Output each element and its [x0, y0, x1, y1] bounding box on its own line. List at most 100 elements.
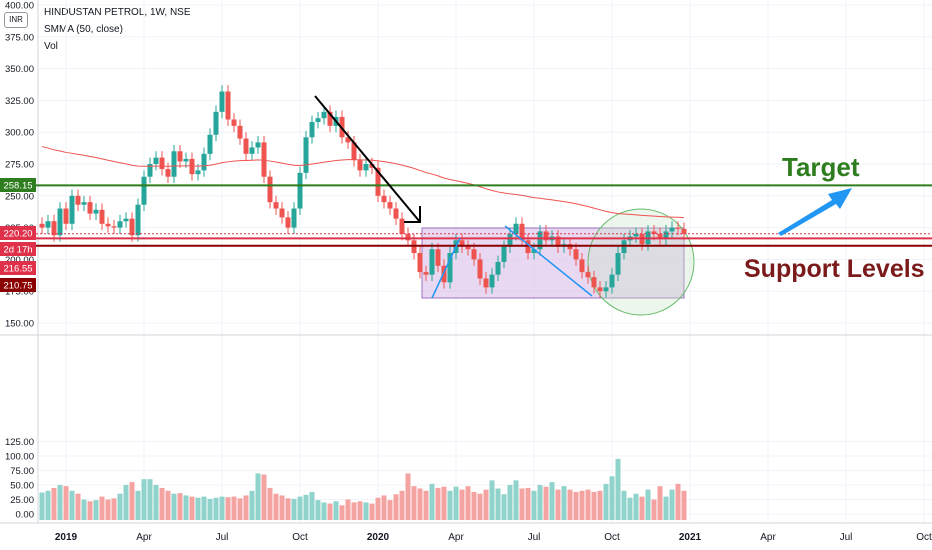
volume-bar: [357, 501, 363, 520]
x-tick-label: Apr: [448, 532, 464, 543]
volume-bar: [273, 493, 279, 520]
volume-bar: [81, 499, 87, 520]
price-tag: [0, 226, 36, 240]
x-tick-label: Jul: [216, 532, 229, 543]
volume-bar: [663, 496, 669, 520]
candle-body: [585, 272, 591, 278]
volume-bar: [195, 497, 201, 520]
currency-badge[interactable]: INR: [4, 12, 28, 28]
volume-bar: [243, 495, 249, 520]
volume-bar: [423, 490, 429, 520]
volume-bar: [633, 493, 639, 520]
candle-body: [231, 119, 237, 126]
x-tick-label: Jul: [840, 532, 853, 543]
price-tick-label: 150.00: [5, 319, 34, 330]
candle-body: [39, 223, 45, 228]
volume-bar: [513, 480, 519, 520]
candle-body: [51, 221, 57, 236]
levels: [0, 184, 932, 247]
overlays: [421, 208, 695, 316]
candle-body: [603, 287, 609, 292]
volume-bar: [549, 482, 555, 520]
volume-bar: [111, 498, 117, 520]
candle-body: [255, 142, 261, 148]
annotations: Target Support Levels: [314, 95, 925, 299]
volume-bar: [267, 487, 273, 520]
candle-body: [81, 202, 87, 205]
candle-body: [591, 277, 597, 288]
volume-bar: [489, 480, 495, 520]
volume-bar: [501, 494, 507, 520]
candle-body: [363, 164, 369, 171]
candle-body: [135, 204, 141, 236]
volume-bar: [285, 498, 291, 520]
volume-bar: [309, 491, 315, 520]
x-tick-label: Oct: [292, 532, 308, 543]
candle-body: [201, 153, 207, 171]
volume-bar: [255, 473, 261, 520]
candle-body: [507, 233, 513, 247]
price-tick-label: 275.00: [5, 160, 34, 171]
volume-bar: [225, 497, 231, 520]
volume-bar: [315, 500, 321, 520]
price-tick-label: 350.00: [5, 64, 34, 75]
price-tag: [0, 278, 36, 292]
volume-bar: [141, 479, 147, 520]
candle-body: [459, 240, 465, 247]
candle-body: [315, 118, 321, 123]
candle-body: [657, 233, 663, 240]
volume-bar: [189, 496, 195, 520]
volume-bar: [51, 487, 57, 520]
candle-body: [399, 218, 405, 234]
candle-body: [435, 249, 441, 266]
volume-bar: [645, 489, 651, 520]
candle-body: [225, 91, 231, 120]
candle-body: [243, 138, 249, 154]
volume-bar: [651, 499, 657, 520]
volume-bar: [213, 497, 219, 520]
candle-body: [579, 259, 585, 273]
target-arrow: [778, 188, 852, 236]
volume-bar: [639, 496, 645, 520]
volume-bar: [465, 486, 471, 520]
candle-body: [111, 226, 117, 228]
candle-body: [477, 259, 483, 279]
volume-bar: [621, 490, 627, 520]
volume-bar: [525, 487, 531, 520]
candle-body: [663, 231, 669, 240]
candle-body: [177, 151, 183, 162]
price-tick-label: 375.00: [5, 32, 34, 43]
target-label: Target: [782, 152, 860, 182]
volume-bar: [87, 501, 93, 520]
grid: [0, 0, 932, 524]
volume-bar: [69, 490, 75, 520]
candle-body: [327, 111, 333, 126]
volume-bar: [351, 502, 357, 520]
arrow-head: [404, 206, 421, 223]
price-tick-label: 200.00: [5, 255, 34, 266]
candle-body: [123, 218, 129, 222]
candle-body: [573, 249, 579, 260]
volume-bar: [399, 490, 405, 520]
candle-body: [423, 272, 429, 275]
volume-bar: [429, 483, 435, 520]
candle-body: [213, 111, 219, 135]
candle-body: [165, 169, 171, 177]
candle-body: [279, 208, 285, 218]
volume-bar: [435, 487, 441, 520]
candle-body: [69, 195, 75, 224]
volume-bar: [165, 490, 171, 520]
volume-bar: [279, 495, 285, 520]
candle-body: [489, 274, 495, 288]
volume-bar: [147, 479, 153, 520]
volume-bar: [393, 494, 399, 520]
candle-body: [651, 231, 657, 234]
volume-bars: [39, 458, 687, 520]
volume-bar: [471, 491, 477, 520]
volume-bar: [249, 490, 255, 520]
candle-body: [273, 202, 279, 209]
volume-bar: [669, 489, 675, 520]
volume-bar: [603, 483, 609, 520]
candle-body: [495, 261, 501, 275]
